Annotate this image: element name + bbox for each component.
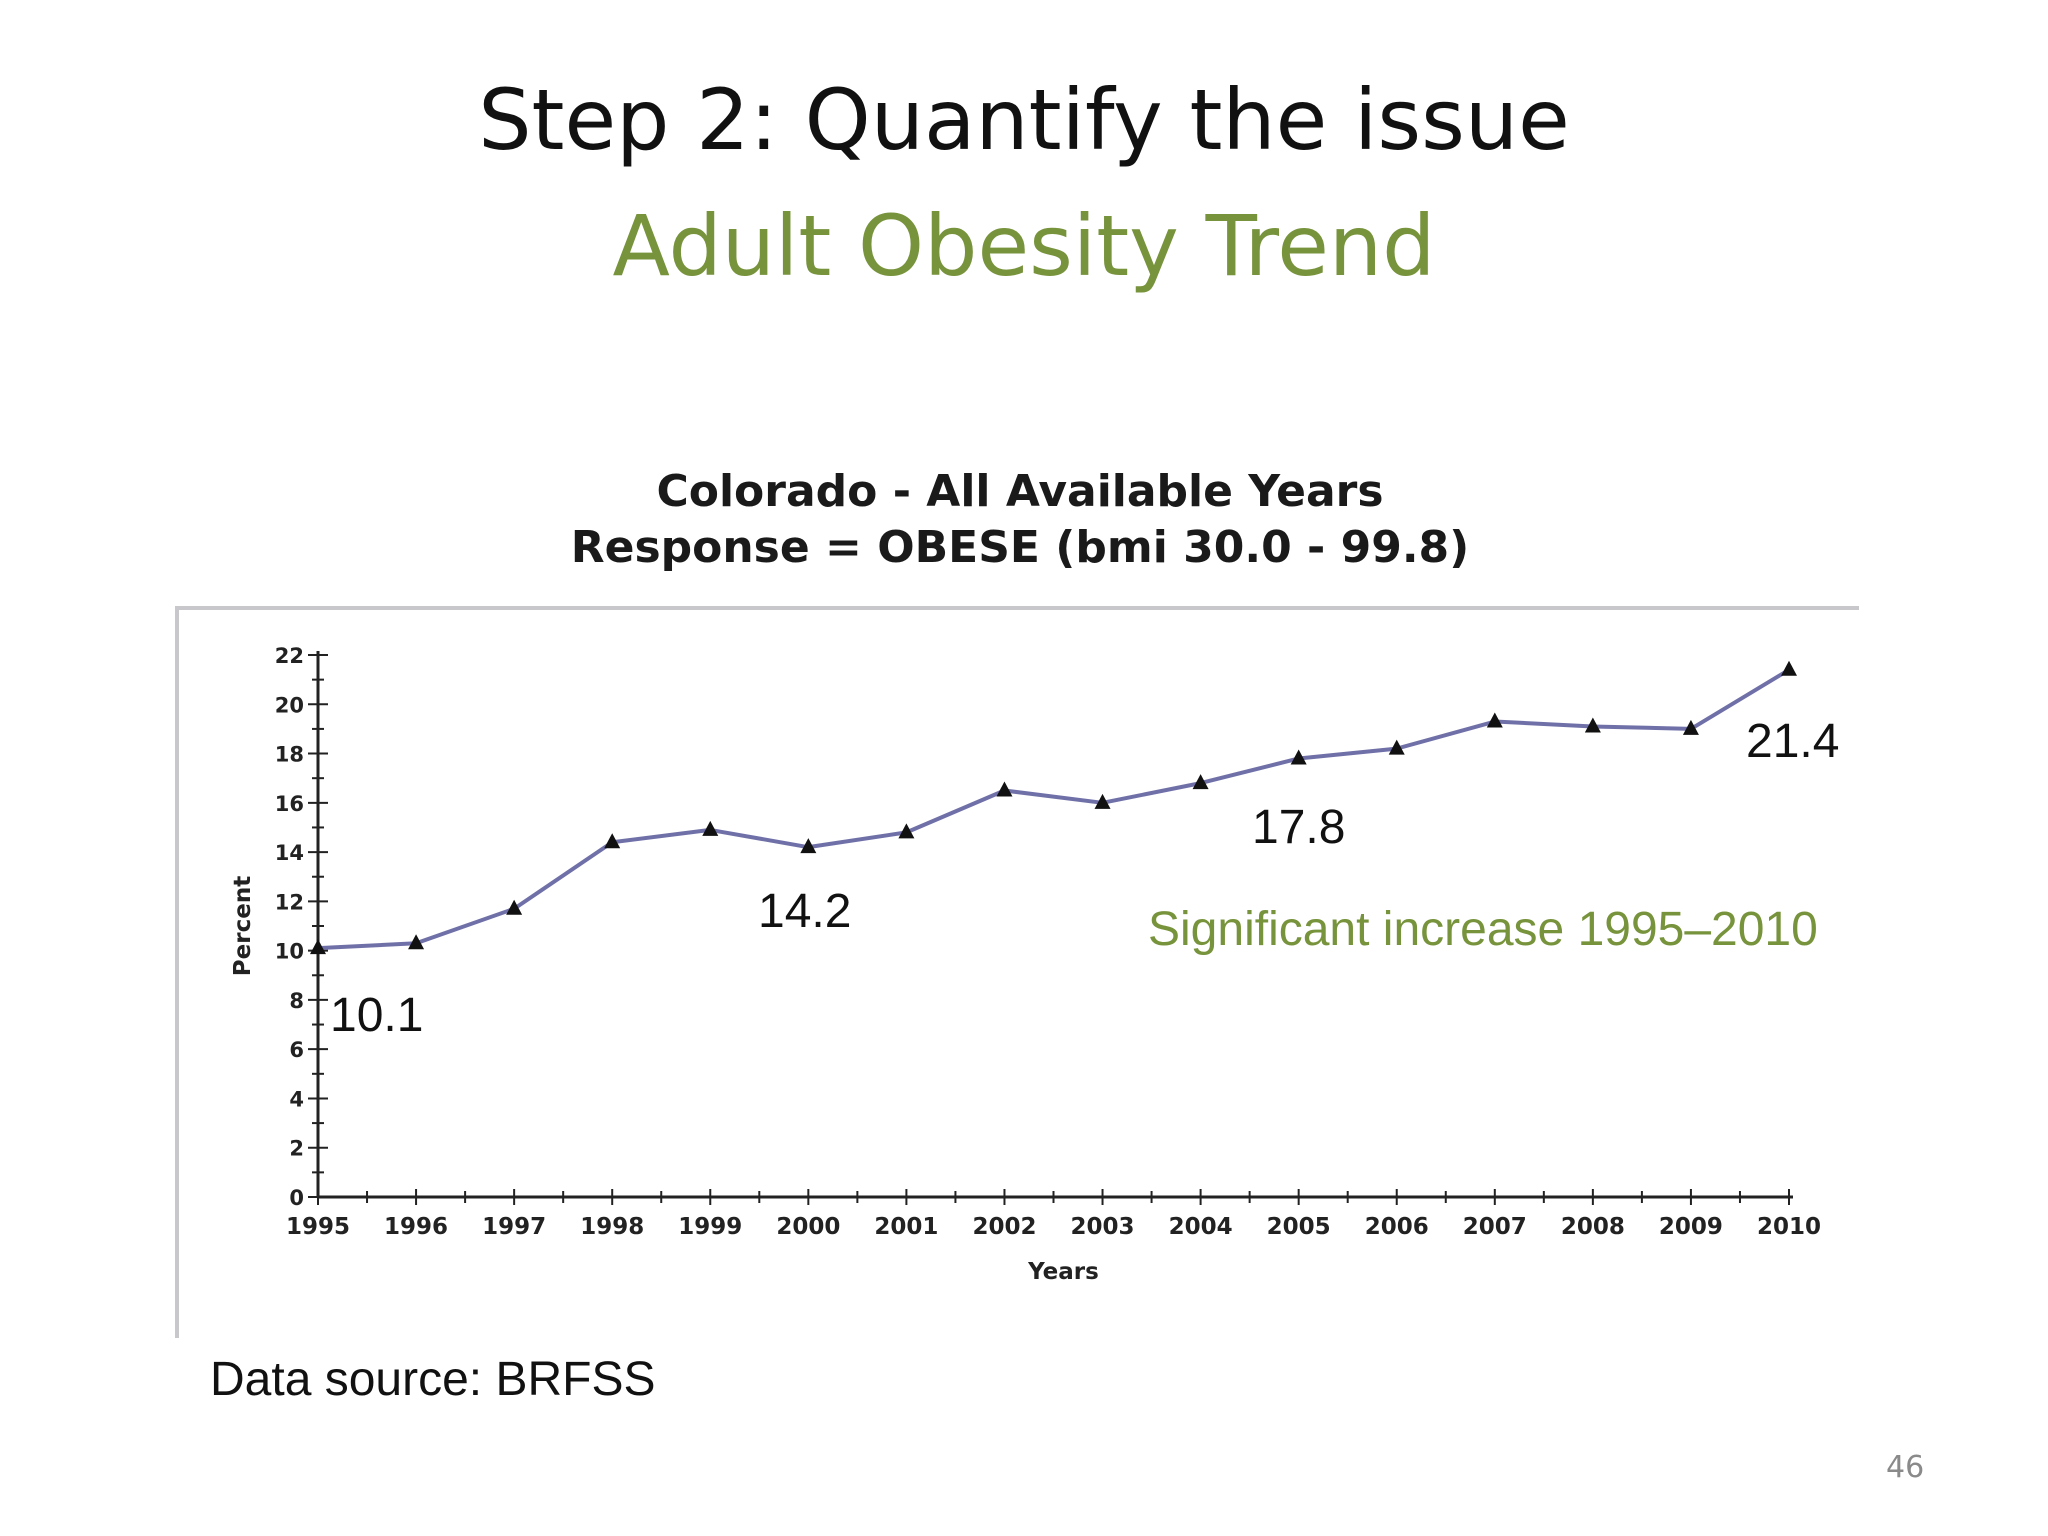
data-point-1996 <box>408 934 425 950</box>
x-tick-label: 2005 <box>1267 1214 1331 1240</box>
slide-subtitle: Adult Obesity Trend <box>612 197 1436 295</box>
callout-2005: 17.8 <box>1252 801 1346 854</box>
data-point-2001 <box>898 823 915 839</box>
data-point-2002 <box>996 781 1013 797</box>
x-tick-label: 2010 <box>1757 1214 1821 1240</box>
x-tick-label: 2006 <box>1365 1214 1429 1240</box>
data-point-2007 <box>1486 712 1503 728</box>
y-axis-label: Percent <box>230 876 256 976</box>
callout-1995: 10.1 <box>330 989 424 1042</box>
data-point-2006 <box>1388 739 1405 755</box>
y-tick-label: 2 <box>289 1137 304 1161</box>
y-tick-label: 18 <box>275 743 304 767</box>
callout-2000: 14.2 <box>758 885 852 938</box>
x-tick-label: 2000 <box>776 1214 840 1240</box>
y-tick-label: 22 <box>275 644 304 668</box>
chart-subtitle: Response = OBESE (bmi 30.0 - 99.8) <box>570 522 1470 573</box>
data-source: Data source: BRFSS <box>210 1353 656 1406</box>
data-point-2000 <box>800 838 817 854</box>
x-tick-label: 1996 <box>384 1214 448 1240</box>
data-point-2009 <box>1682 719 1699 735</box>
chart-title: Colorado - All Available Years <box>656 466 1384 517</box>
y-tick-label: 4 <box>289 1087 304 1111</box>
x-tick-label: 1999 <box>678 1214 742 1240</box>
y-tick-label: 10 <box>275 940 304 964</box>
trend-annotation: Significant increase 1995–2010 <box>1148 903 1818 956</box>
x-tick-label: 2002 <box>972 1214 1036 1240</box>
x-tick-label: 1998 <box>580 1214 644 1240</box>
data-point-2004 <box>1192 774 1209 790</box>
x-tick-label: 1995 <box>286 1214 350 1240</box>
data-point-2003 <box>1094 793 1111 809</box>
chart-frame <box>175 606 1859 1338</box>
x-tick-label: 2004 <box>1169 1214 1233 1240</box>
y-tick-label: 12 <box>275 890 304 914</box>
x-tick-label: 2009 <box>1659 1214 1723 1240</box>
y-tick-label: 0 <box>289 1186 304 1210</box>
data-point-2010 <box>1781 660 1797 676</box>
y-tick-label: 20 <box>275 693 304 717</box>
y-tick-label: 6 <box>289 1038 304 1062</box>
x-tick-label: 1997 <box>482 1214 546 1240</box>
y-tick-label: 8 <box>289 989 304 1013</box>
data-point-1997 <box>506 899 523 915</box>
x-tick-label: 2001 <box>874 1214 938 1240</box>
x-tick-label: 2007 <box>1463 1214 1527 1240</box>
data-point-2005 <box>1290 749 1307 765</box>
data-point-1999 <box>702 820 719 836</box>
data-point-1998 <box>604 833 621 849</box>
x-tick-label: 2003 <box>1071 1214 1135 1240</box>
y-tick-label: 14 <box>275 841 304 865</box>
series-line <box>317 668 1791 951</box>
slide-title: Step 2: Quantify the issue <box>478 71 1570 169</box>
callout-2010: 21.4 <box>1746 715 1840 768</box>
data-point-2008 <box>1584 717 1601 733</box>
y-tick-label: 16 <box>275 792 304 816</box>
x-axis-label: Years <box>1027 1259 1099 1285</box>
x-tick-label: 2008 <box>1561 1214 1625 1240</box>
page-number: 46 <box>1886 1450 1925 1485</box>
data-point-1995 <box>310 939 326 955</box>
